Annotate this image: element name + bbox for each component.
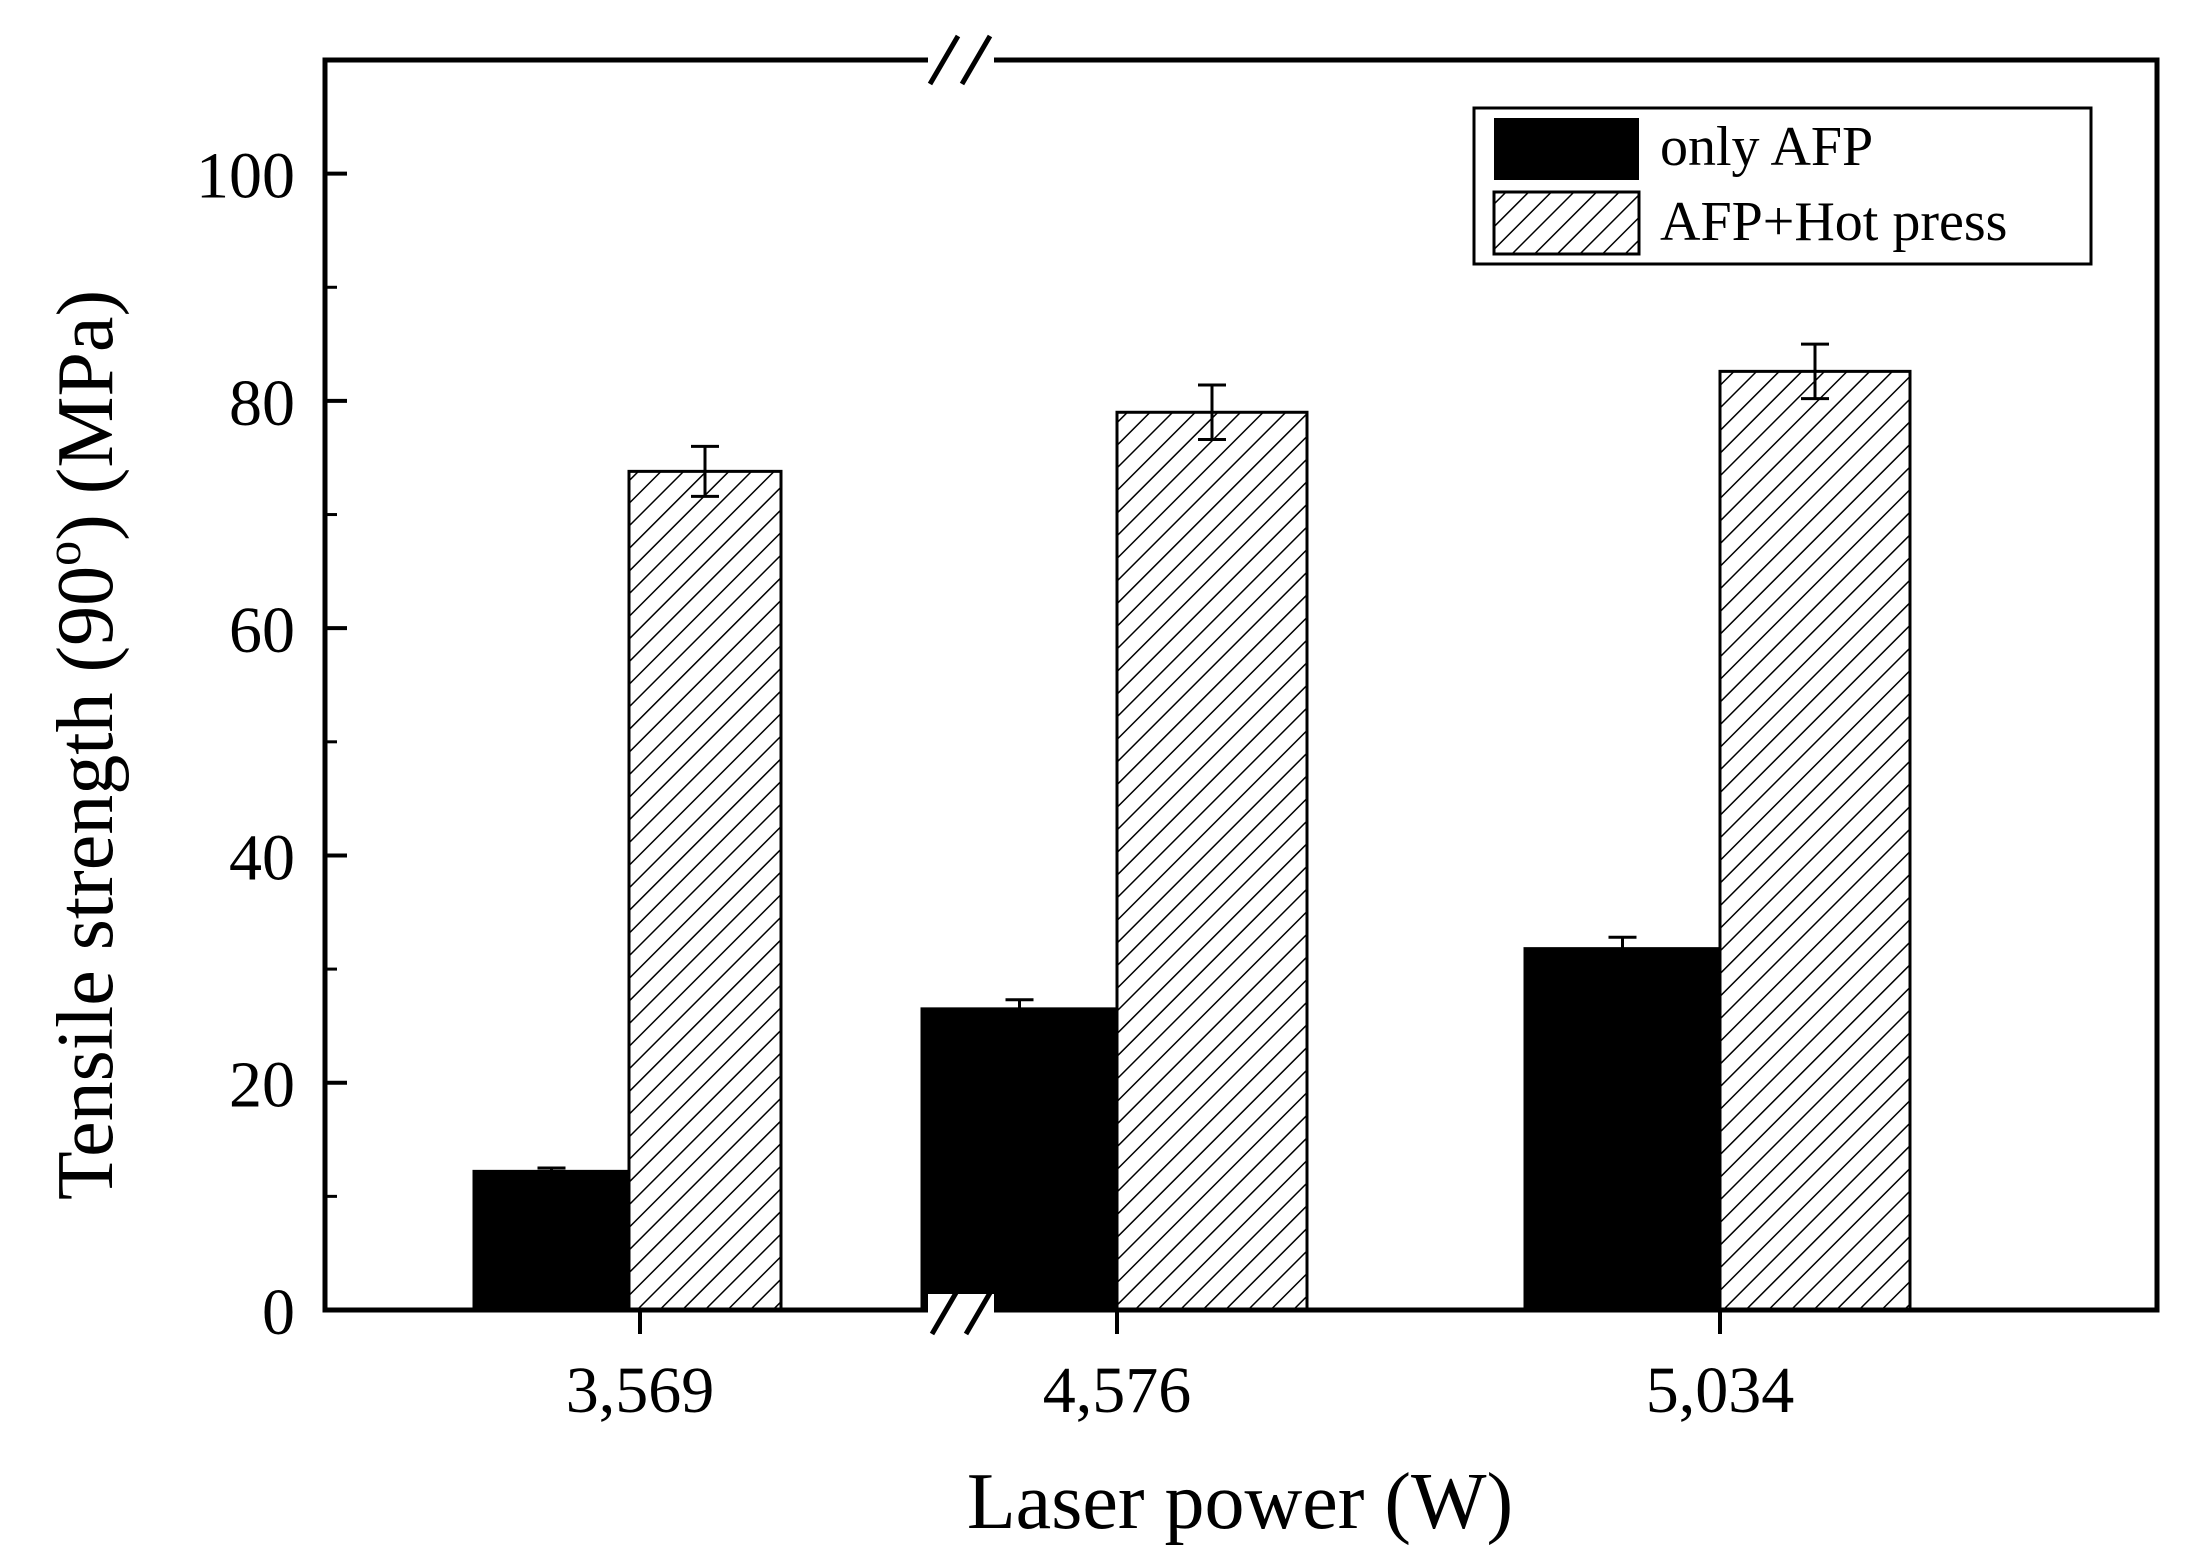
y-axis-label: Tensile strength (90o) (MPa) <box>35 290 130 1200</box>
bar-only-afp-2 <box>1523 947 1722 1312</box>
x-tick-label-1: 4,576 <box>1043 1354 1192 1427</box>
x-axis: 3,569 4,576 5,034 <box>566 1310 1795 1427</box>
y-axis-label-sup: o <box>35 541 91 566</box>
y-axis: 0 20 40 60 80 100 <box>196 140 347 1349</box>
y-tick-label-80: 80 <box>229 367 295 440</box>
x-tick-label-2: 5,034 <box>1646 1354 1795 1427</box>
legend-label-only-afp: only AFP <box>1660 116 1873 178</box>
error-bar-only-afp-1 <box>1005 998 1034 1020</box>
error-bar-only-afp-0 <box>537 1166 566 1177</box>
error-bar-only-afp-2 <box>1608 935 1637 962</box>
y-axis-label-tail: ) (MPa) <box>42 290 130 541</box>
bar-afp-hot-press-0 <box>627 469 783 1312</box>
bar-only-afp-1 <box>920 1007 1119 1312</box>
error-bar-afp-hot-press-0 <box>691 444 719 498</box>
bar-afp-hot-press-2 <box>1718 369 1912 1312</box>
error-bar-afp-hot-press-1 <box>1198 383 1226 442</box>
y-tick-label-40: 40 <box>229 821 295 894</box>
y-tick-label-100: 100 <box>196 140 295 213</box>
bar-afp-hot-press-1 <box>1115 410 1309 1312</box>
axis-break-top <box>927 34 994 86</box>
legend: only AFP AFP+Hot press <box>1472 106 2093 266</box>
y-tick-label-20: 20 <box>229 1049 295 1122</box>
error-bar-afp-hot-press-2 <box>1801 342 1829 401</box>
error-bars-layer <box>537 342 1829 1177</box>
y-tick-label-0: 0 <box>262 1276 295 1349</box>
y-axis-label-main: Tensile strength (90 <box>42 566 130 1200</box>
legend-label-afp-hot-press: AFP+Hot press <box>1660 191 2007 253</box>
plot-frame <box>322 57 2160 1313</box>
bars-layer <box>472 369 1912 1312</box>
y-tick-label-60: 60 <box>229 594 295 667</box>
x-tick-label-0: 3,569 <box>566 1354 715 1427</box>
legend-swatch-afp-hot-press <box>1492 190 1641 256</box>
x-axis-label: Laser power (W) <box>967 1458 1513 1546</box>
axis-break-bottom <box>928 1284 997 1336</box>
bar-only-afp-0 <box>472 1169 631 1312</box>
legend-swatch-only-afp <box>1494 118 1639 180</box>
